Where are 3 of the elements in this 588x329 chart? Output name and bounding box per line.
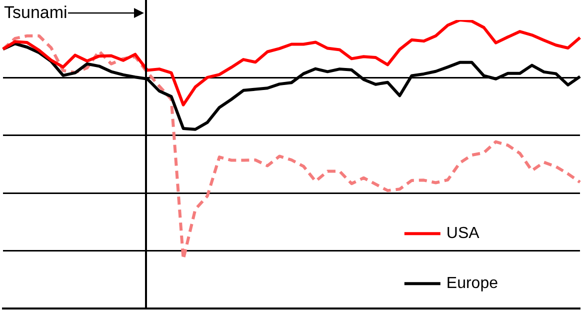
legend-label: USA (446, 225, 480, 242)
legend-label: Europe (446, 275, 498, 292)
annotation: Tsunami (4, 3, 68, 23)
